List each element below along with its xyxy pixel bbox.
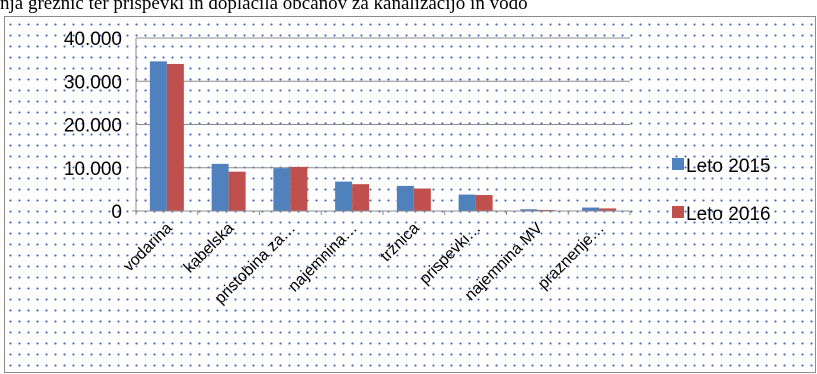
bar — [211, 163, 229, 211]
category-label: prispevki… — [416, 220, 484, 288]
bar — [273, 168, 291, 211]
bar — [520, 209, 538, 211]
bar — [396, 185, 414, 211]
axes — [132, 38, 631, 215]
bar — [290, 166, 308, 211]
legend-entry: Leto 2015 — [686, 156, 771, 177]
bar — [475, 194, 493, 211]
bar — [582, 207, 600, 211]
category-label: kabelska — [181, 220, 238, 277]
document-caption-text: nja greznic ter prispevki in doplačila o… — [0, 0, 528, 14]
legend: Leto 2015 Leto 2016 — [672, 156, 771, 225]
legend-entry: Leto 2016 — [686, 204, 771, 225]
bar — [458, 194, 476, 211]
gridlines — [136, 37, 630, 169]
category-label: tržnica — [377, 220, 422, 265]
legend-swatch — [672, 206, 684, 218]
bar — [149, 61, 167, 212]
category-label: praznenje… — [535, 220, 608, 293]
bar — [352, 184, 370, 211]
bars — [149, 61, 617, 212]
y-tick-labels: 0 10.000 20.000 30.000 40.000 — [64, 29, 122, 223]
category-label: vodarina — [120, 220, 175, 275]
y-tick-label: 40.000 — [64, 29, 122, 50]
bar — [413, 188, 431, 211]
bar — [335, 181, 353, 211]
bar — [166, 63, 184, 212]
y-tick-label: 0 — [111, 202, 122, 223]
y-tick-label: 20.000 — [64, 116, 122, 137]
bar — [537, 209, 555, 211]
legend-swatch — [672, 158, 684, 170]
bar — [599, 208, 617, 211]
y-tick-label: 30.000 — [64, 72, 122, 93]
y-tick-label: 10.000 — [64, 159, 122, 180]
bar — [228, 171, 246, 211]
